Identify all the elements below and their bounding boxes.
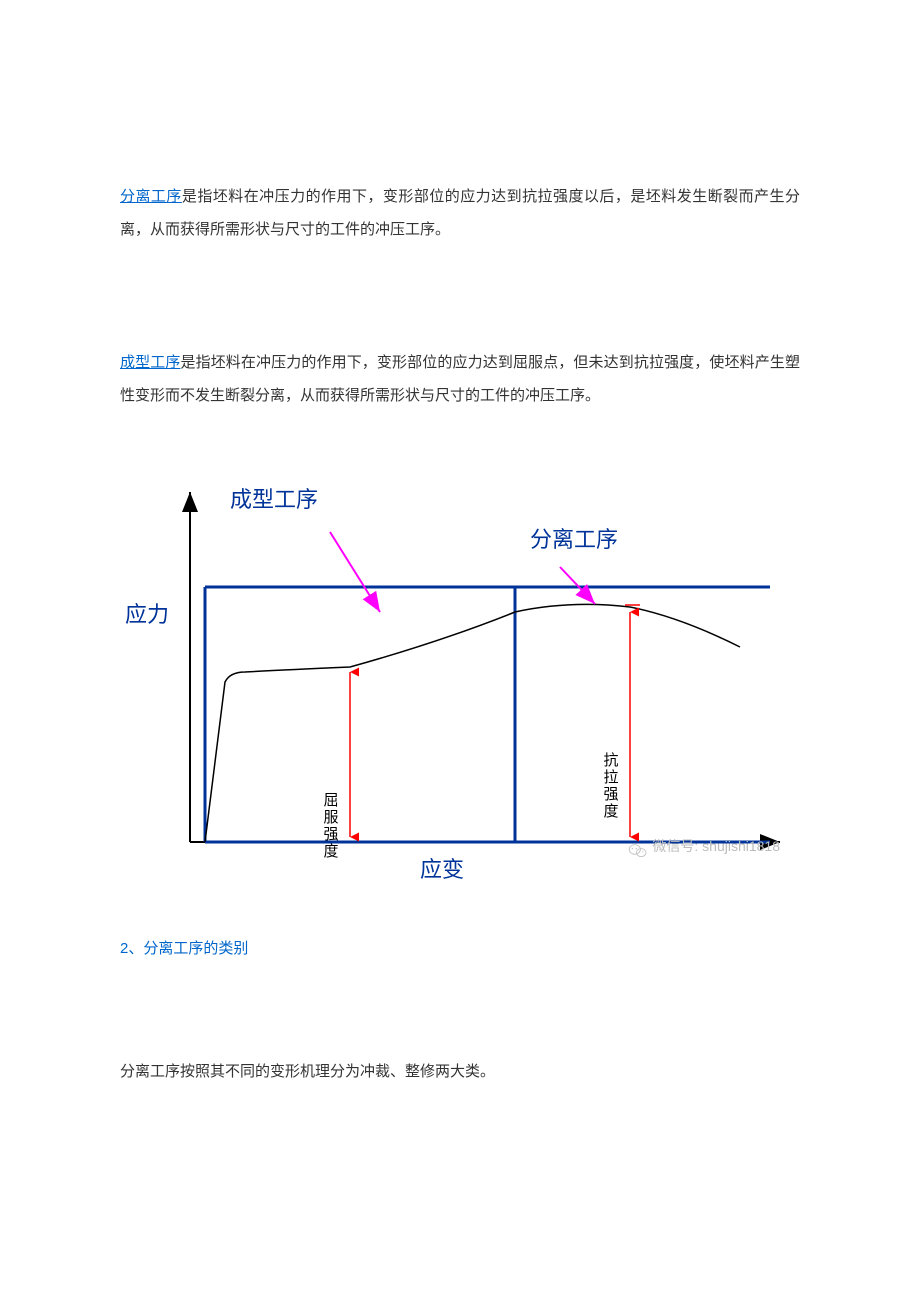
section-heading: 2、分离工序的类别 (120, 932, 800, 965)
link-separation[interactable]: 分离工序 (120, 188, 182, 205)
separation-title: 分离工序 (530, 527, 618, 552)
tensile-label: 抗拉强度 (602, 752, 619, 820)
yield-label: 屈服强度 (322, 792, 339, 860)
watermark-text: 微信号: shujishi1818 (652, 831, 780, 862)
pink-arrow-forming (330, 532, 380, 612)
link-forming[interactable]: 成型工序 (120, 354, 180, 371)
paragraph-forming-process: 成型工序是指坯料在冲压力的作用下，变形部位的应力达到屈服点，但未达到抗拉强度，使… (120, 346, 800, 412)
paragraph1-text: 是指坯料在冲压力的作用下，变形部位的应力达到抗拉强度以后，是坯料发生断裂而产生分… (120, 188, 800, 238)
paragraph-categories: 分离工序按照其不同的变形机理分为冲裁、整修两大类。 (120, 1055, 800, 1088)
wechat-icon (628, 839, 648, 855)
y-axis-label: 应力 (125, 602, 169, 627)
stress-strain-diagram: 屈服强度 抗拉强度 应力 应变 成型工序 分离工序 微信号: shujishi1… (120, 472, 800, 892)
watermark: 微信号: shujishi1818 (628, 831, 780, 862)
paragraph2-text: 是指坯料在冲压力的作用下，变形部位的应力达到屈服点，但未达到抗拉强度，使坯料产生… (120, 354, 800, 404)
forming-title: 成型工序 (230, 487, 318, 512)
diagram-svg: 屈服强度 抗拉强度 应力 应变 成型工序 分离工序 (120, 472, 800, 892)
stress-strain-curve (205, 604, 740, 842)
x-axis-label: 应变 (420, 857, 464, 882)
paragraph-separation-process: 分离工序是指坯料在冲压力的作用下，变形部位的应力达到抗拉强度以后，是坯料发生断裂… (120, 180, 800, 246)
